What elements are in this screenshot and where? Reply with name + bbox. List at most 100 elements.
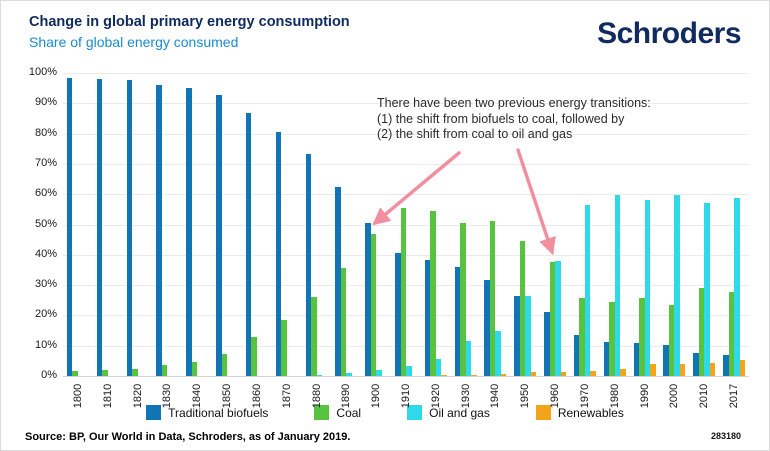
y-axis-tick-label: 20% (34, 308, 57, 321)
renewables-bar (441, 375, 447, 376)
traditional-biofuels-bar (275, 131, 282, 376)
coal-bar (161, 364, 168, 376)
traditional-biofuels-bar (156, 84, 162, 376)
coal-bar (251, 337, 257, 376)
coal-bar (311, 296, 317, 376)
chart-subtitle: Share of global energy consumed (29, 34, 239, 50)
renewables-bar (739, 359, 746, 376)
traditional-biofuels-bar (335, 186, 341, 376)
schroders-logo: Schroders (597, 17, 741, 50)
oil-and-gas-bar (495, 330, 501, 376)
traditional-biofuels-bar (603, 341, 610, 376)
legend-item-traditional-biofuels: Traditional biofuels (146, 405, 268, 420)
traditional-biofuels-bar (424, 259, 431, 376)
traditional-biofuels-bar (216, 95, 222, 376)
oil-and-gas-bar (644, 200, 651, 376)
coal-bar (609, 302, 615, 376)
coal-bar (579, 297, 585, 376)
annotation-text: There have been two previous energy tran… (377, 96, 651, 143)
traditional-biofuels-bar (305, 154, 312, 376)
x-axis-label: 1950 (519, 383, 532, 409)
oil-and-gas-bar (614, 194, 621, 376)
x-axis-label: 1860 (250, 383, 263, 409)
coal-bar (639, 298, 645, 376)
gridline (63, 224, 749, 226)
x-axis-label: 1920 (429, 383, 442, 409)
traditional-biofuels-bar (365, 223, 371, 376)
gridline (63, 376, 749, 377)
oil-and-gas-bar (525, 296, 531, 376)
coal-bar (489, 221, 496, 376)
traditional-biofuels-bar (66, 78, 73, 376)
annotation-line: (1) the shift from biofuels to coal, fol… (377, 111, 625, 126)
oil-and-gas-bar (406, 366, 412, 376)
x-axis-label: 1830 (161, 383, 174, 409)
x-axis-label: 1930 (459, 383, 472, 409)
oil-and-gas-bar (555, 260, 561, 376)
traditional-biofuels-bar (723, 355, 729, 376)
legend-label: Coal (336, 405, 362, 420)
coal-bar (460, 223, 466, 376)
oil-and-gas-bar (316, 375, 323, 376)
oil-and-gas-bar (435, 359, 442, 376)
traditional-biofuels-bar (454, 267, 461, 376)
coal-bar (340, 267, 347, 376)
legend-label: Renewables (557, 405, 624, 420)
x-axis-label: 1800 (71, 383, 84, 409)
x-axis-label: 2017 (728, 383, 741, 409)
coal-bar (400, 208, 406, 376)
legend: Traditional biofuels Coal Oil and gas Re… (1, 405, 769, 420)
renewables-bar (679, 363, 686, 376)
traditional-biofuels-bar (395, 252, 401, 376)
traditional-biofuels-swatch-icon (146, 405, 162, 420)
x-axis-label: 1810 (101, 383, 114, 409)
traditional-biofuels-bar (693, 353, 699, 376)
x-axis-label: 1940 (489, 383, 502, 409)
coal-bar (72, 371, 78, 376)
coal-bar (221, 354, 228, 376)
renewables-swatch-icon (535, 405, 551, 420)
oil-and-gas-bar (465, 341, 472, 376)
source-note: Source: BP, Our World in Data, Schroders… (25, 431, 351, 443)
gridline (63, 163, 749, 165)
oil-and-gas-bar (674, 195, 680, 376)
gridline (63, 194, 749, 196)
plot-area (63, 73, 749, 377)
x-axis-label: 1880 (310, 383, 323, 409)
y-axis-tick-label: 30% (34, 278, 57, 291)
traditional-biofuels-bar (484, 279, 490, 376)
coal-bar (668, 304, 675, 376)
oil-and-gas-bar (704, 203, 710, 376)
y-axis-tick-label: 90% (34, 96, 57, 109)
coal-swatch-icon (314, 405, 330, 420)
x-axis-label: 1910 (400, 383, 412, 409)
traditional-biofuels-bar (663, 344, 669, 376)
annotation-line: There have been two previous energy tran… (377, 96, 651, 110)
y-axis-tick-label: 100% (28, 66, 57, 78)
document-code: 283180 (710, 431, 741, 441)
gridline (63, 73, 749, 74)
x-axis-label: 1900 (370, 383, 383, 409)
oil-and-gas-bar (584, 205, 591, 376)
traditional-biofuels-bar (633, 343, 640, 376)
renewables-bar (709, 362, 716, 376)
renewables-bar (590, 371, 596, 376)
traditional-biofuels-bar (186, 87, 192, 376)
renewables-bar (500, 373, 507, 376)
legend-item-renewables: Renewables (535, 405, 624, 420)
coal-bar (191, 362, 198, 376)
gridline (63, 133, 749, 135)
x-axis-label: 1980 (608, 383, 621, 409)
gridline (63, 285, 749, 287)
traditional-biofuels-bar (544, 311, 550, 376)
traditional-biofuels-bar (514, 296, 520, 376)
coal-bar (370, 233, 377, 376)
y-axis-tick-label: 80% (34, 126, 57, 139)
x-axis-label: 1870 (280, 383, 293, 409)
x-axis-label: 1890 (340, 383, 353, 409)
x-axis-label: 1850 (221, 383, 234, 409)
coal-bar (281, 320, 287, 376)
renewables-bar (560, 371, 567, 376)
x-axis-label: 2010 (698, 383, 711, 409)
